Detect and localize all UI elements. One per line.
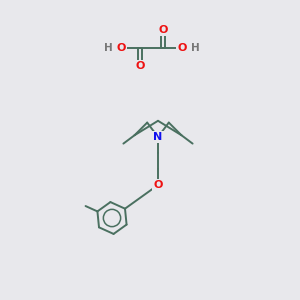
Text: O: O (177, 43, 187, 53)
Text: N: N (153, 132, 163, 142)
Text: O: O (116, 43, 126, 53)
Text: O: O (158, 25, 168, 35)
Text: H: H (103, 43, 112, 53)
Text: H: H (190, 43, 200, 53)
Text: O: O (135, 61, 145, 71)
Text: O: O (153, 180, 163, 190)
